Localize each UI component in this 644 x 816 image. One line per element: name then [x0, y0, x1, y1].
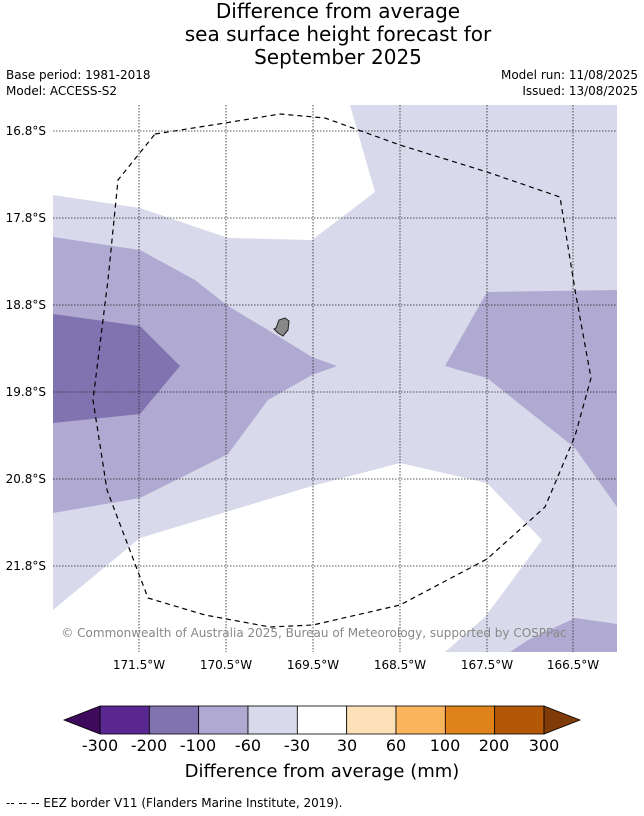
map: © Commonwealth of Australia 2025, Bureau…: [6, 105, 617, 672]
base-period: Base period: 1981-2018: [6, 68, 151, 82]
issued-date: Issued: 13/08/2025: [522, 84, 638, 98]
title-line-3: September 2025: [254, 45, 422, 69]
colorbar-box-4: [247, 705, 298, 735]
colorbar-tick-5: -30: [284, 736, 310, 755]
colorbar-box-7: [395, 705, 446, 735]
graticule: [53, 105, 617, 652]
lon-label-2: 170.5°W: [200, 658, 252, 672]
lon-label-1: 171.5°W: [113, 658, 165, 672]
colorbar-tick-2: -200: [131, 736, 167, 755]
title-line-1: Difference from average: [215, 0, 461, 23]
colorbar-arrow-low: [62, 705, 101, 735]
title-line-2: sea surface height forecast for: [184, 22, 492, 46]
colorbar-arrow-high: [543, 705, 582, 735]
meta-left: Base period: 1981-2018 Model: ACCESS-S2: [6, 67, 151, 99]
meta-right: Model run: 11/08/2025 Issued: 13/08/2025: [501, 67, 638, 99]
lat-label-1: 16.8°S: [6, 124, 46, 138]
eez-border: [92, 113, 592, 628]
lon-label-4: 168.5°W: [374, 658, 426, 672]
colorbar-tick-7: 60: [386, 736, 406, 755]
map-title: Difference from average sea surface heig…: [0, 0, 644, 69]
colorbar-tick-10: 300: [529, 736, 560, 755]
copyright-text: © Commonwealth of Australia 2025, Bureau…: [61, 626, 566, 640]
colorbar-tick-labels: -300 -200 -100 -60 -30 30 60 100 200 300: [82, 736, 559, 755]
anomaly-region-mid-west: [53, 237, 337, 513]
lat-label-2: 17.8°S: [6, 211, 46, 225]
colorbar-tick-4: -60: [235, 736, 261, 755]
colorbar-box-1: [99, 705, 150, 735]
latitude-labels: 16.8°S 17.8°S 18.8°S 19.8°S 20.8°S 21.8°…: [6, 124, 46, 573]
anomaly-region-mid-east: [445, 290, 617, 507]
lat-label-6: 21.8°S: [6, 559, 46, 573]
anomaly-region-mid-southeast: [510, 618, 617, 652]
colorbar-box-3: [198, 705, 249, 735]
colorbar-tick-3: -100: [180, 736, 216, 755]
anomaly-region-light: [53, 105, 617, 652]
model-name: Model: ACCESS-S2: [6, 84, 118, 98]
eez-border-note: -- -- -- EEZ border V11 (Flanders Marine…: [6, 796, 343, 810]
lat-label-3: 18.8°S: [6, 298, 46, 312]
colorbar-box-8: [444, 705, 496, 735]
lon-label-3: 169.5°W: [287, 658, 339, 672]
colorbar-tick-6: 30: [337, 736, 357, 755]
colorbar-tick-9: 200: [479, 736, 510, 755]
model-run: Model run: 11/08/2025: [500, 68, 638, 82]
lat-label-5: 20.8°S: [6, 472, 46, 486]
colorbar-box-5: [296, 705, 348, 735]
colorbar-tick-1: -300: [82, 736, 118, 755]
colorbar-box-9: [494, 705, 545, 735]
lon-label-5: 167.5°W: [461, 658, 513, 672]
anomaly-region-dark-west: [53, 314, 180, 423]
colorbar-tick-8: 100: [430, 736, 461, 755]
lon-label-6: 166.5°W: [547, 658, 599, 672]
island-icon: [273, 317, 290, 337]
lat-label-4: 19.8°S: [6, 385, 46, 399]
longitude-labels: 171.5°W 170.5°W 169.5°W 168.5°W 167.5°W …: [113, 658, 599, 672]
colorbar-box-2: [148, 705, 200, 735]
map-panel: [53, 105, 617, 652]
colorbar-boxes: [99, 705, 545, 735]
colorbar-title: Difference from average (mm): [184, 761, 460, 782]
colorbar-box-6: [346, 705, 397, 735]
colorbar: -300 -200 -100 -60 -30 30 60 100 200 300: [62, 705, 582, 755]
